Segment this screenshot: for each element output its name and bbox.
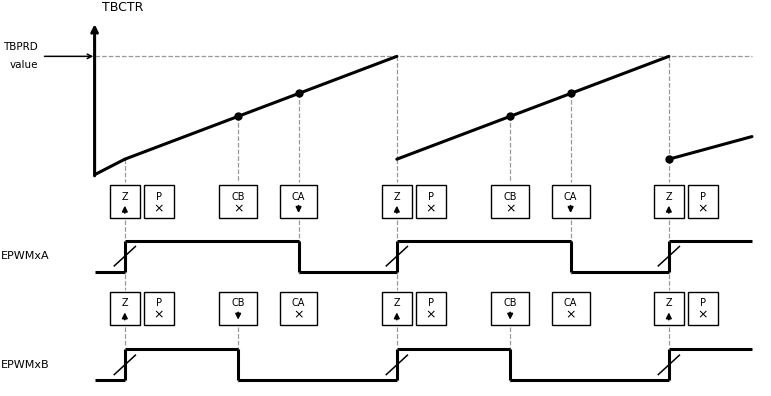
Text: value: value [9,60,38,70]
Text: Z: Z [393,192,400,202]
Text: CA: CA [564,298,577,308]
Bar [688,185,718,218]
Bar [382,292,412,325]
Text: ×: × [426,309,436,322]
Text: CA: CA [292,298,305,308]
Text: Z: Z [122,192,128,202]
Text: P: P [156,298,162,308]
Bar [109,185,140,218]
Text: CB: CB [503,192,517,202]
Text: ×: × [426,202,436,215]
Text: EPWMxA: EPWMxA [1,251,49,261]
Bar [143,292,174,325]
Bar [654,292,684,325]
Bar [416,185,446,218]
Bar [654,185,684,218]
Bar [219,292,257,325]
Text: P: P [700,192,705,202]
Text: ×: × [153,202,164,215]
Text: P: P [156,192,162,202]
Bar [382,185,412,218]
Bar [688,292,718,325]
Bar [491,185,529,218]
Bar [416,292,446,325]
Text: CB: CB [231,192,245,202]
Text: P: P [700,298,705,308]
Text: CB: CB [231,298,245,308]
Text: P: P [428,192,434,202]
Text: ×: × [565,309,576,322]
Bar [219,185,257,218]
Text: P: P [428,298,434,308]
Text: TBCTR: TBCTR [102,1,143,13]
Text: Z: Z [665,298,672,308]
Bar [552,185,590,218]
Bar [280,292,318,325]
Text: Z: Z [393,298,400,308]
Text: TBPRD: TBPRD [3,42,38,52]
Text: ×: × [505,202,516,215]
Text: CA: CA [564,192,577,202]
Text: Z: Z [665,192,672,202]
Bar [552,292,590,325]
Text: EPWMxB: EPWMxB [1,360,49,370]
Bar [491,292,529,325]
Text: Z: Z [122,298,128,308]
Text: ×: × [293,309,304,322]
Bar [109,292,140,325]
Text: ×: × [233,202,244,215]
Text: CB: CB [503,298,517,308]
Bar [143,185,174,218]
Bar [280,185,318,218]
Text: ×: × [153,309,164,322]
Text: ×: × [698,309,708,322]
Text: CA: CA [292,192,305,202]
Text: ×: × [698,202,708,215]
